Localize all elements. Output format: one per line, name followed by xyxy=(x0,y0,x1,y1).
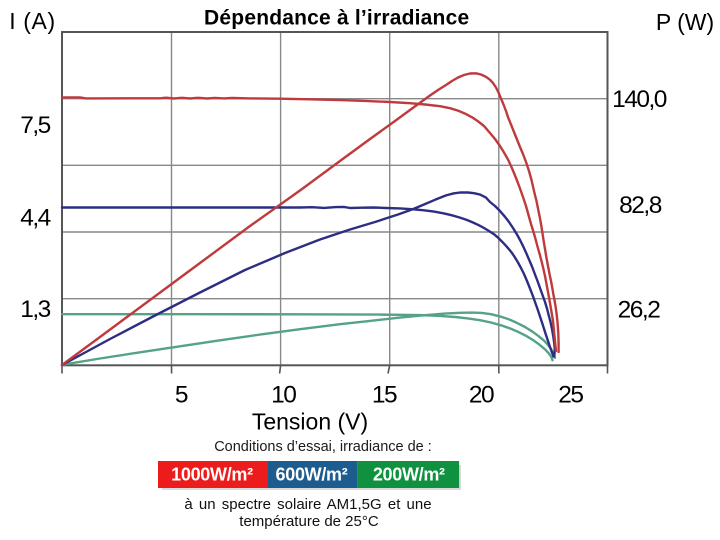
svg-text:5: 5 xyxy=(175,381,188,408)
svg-text:140,0: 140,0 xyxy=(612,86,667,113)
svg-text:à un spectre solaire AM1,5G et: à un spectre solaire AM1,5G et une xyxy=(184,496,431,513)
svg-text:600W/m²: 600W/m² xyxy=(276,465,348,485)
svg-text:25: 25 xyxy=(558,381,583,408)
svg-text:1000W/m²: 1000W/m² xyxy=(171,465,253,485)
svg-text:10: 10 xyxy=(271,381,296,408)
svg-text:P (W): P (W) xyxy=(656,9,714,35)
svg-text:Conditions d’essai, irradiance: Conditions d’essai, irradiance de : xyxy=(214,439,432,455)
svg-text:Tension (V): Tension (V) xyxy=(252,408,368,434)
svg-text:température de 25°C: température de 25°C xyxy=(239,513,379,530)
svg-text:Dépendance à l’irradiance: Dépendance à l’irradiance xyxy=(204,6,469,29)
svg-text:7,5: 7,5 xyxy=(20,112,50,139)
svg-text:4,4: 4,4 xyxy=(20,205,50,232)
svg-text:1,3: 1,3 xyxy=(20,296,50,323)
svg-text:82,8: 82,8 xyxy=(619,192,662,219)
svg-text:I (A): I (A) xyxy=(9,8,55,34)
svg-text:20: 20 xyxy=(469,381,494,408)
svg-text:26,2: 26,2 xyxy=(618,297,661,324)
svg-text:200W/m²: 200W/m² xyxy=(373,465,445,485)
svg-text:15: 15 xyxy=(372,381,397,408)
